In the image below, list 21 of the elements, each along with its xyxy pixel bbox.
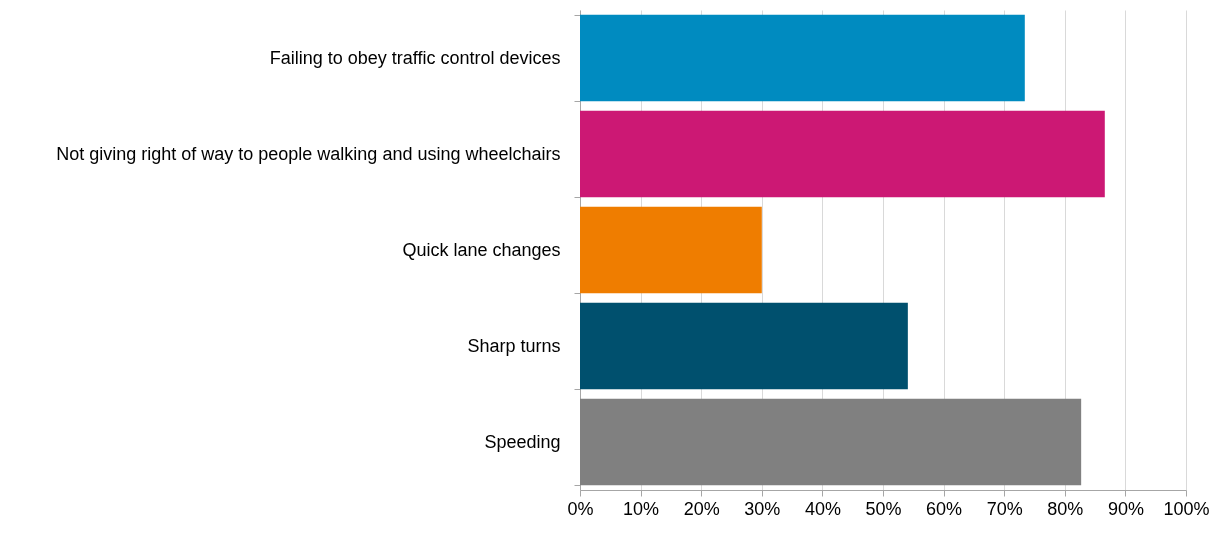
- y-tick-label: Speeding: [484, 431, 561, 452]
- y-tick-label: Quick lane changes: [402, 239, 561, 260]
- x-tick-label: 80%: [1047, 498, 1084, 519]
- bar: [580, 206, 762, 294]
- x-tick-label: 60%: [926, 498, 963, 519]
- x-tick-label: 20%: [683, 498, 720, 519]
- bar: [580, 398, 1082, 486]
- y-tick-label: Not giving right of way to people walking and using wheelchairs: [56, 143, 561, 164]
- bar: [580, 14, 1025, 102]
- x-tick-label: 0%: [567, 498, 594, 519]
- x-tick-label: 70%: [986, 498, 1023, 519]
- y-tick-label: Sharp turns: [467, 335, 561, 356]
- x-tick-label: 50%: [865, 498, 902, 519]
- x-tick-label: 10%: [623, 498, 660, 519]
- y-tick-label: Failing to obey traffic control devices: [269, 47, 561, 68]
- x-tick-label: 40%: [804, 498, 841, 519]
- bar: [580, 302, 908, 390]
- bar: [580, 110, 1105, 198]
- x-tick-label: 100%: [1163, 498, 1210, 519]
- x-tick-label: 90%: [1107, 498, 1144, 519]
- x-tick-label: 30%: [744, 498, 781, 519]
